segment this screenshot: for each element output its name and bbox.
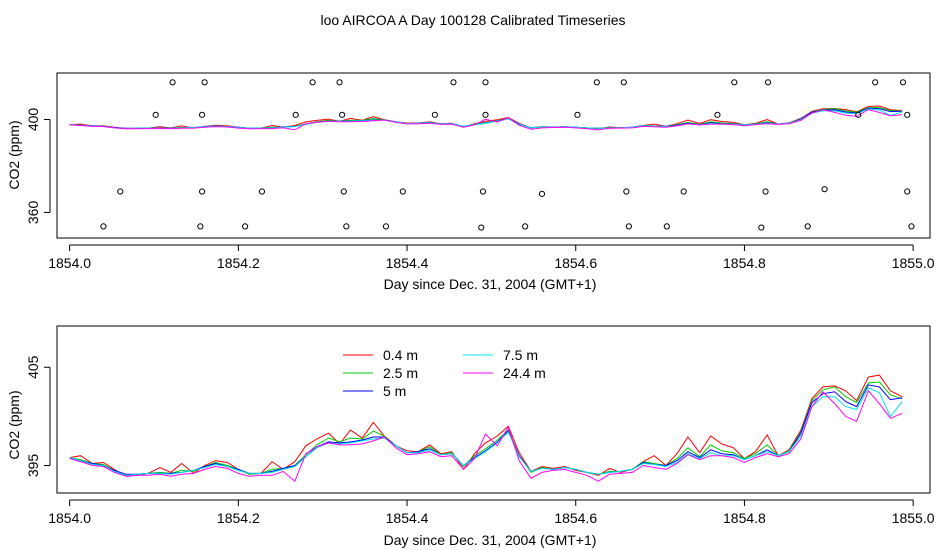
scatter-point (625, 223, 632, 230)
legend: 0.4 m 2.5 m 5 m 7.5 m 24.4 m (343, 347, 546, 399)
panel-bottom: 1854.0 1854.2 1854.4 1854.6 1854.8 1855.0 395… (6, 325, 935, 548)
legend-label: 7.5 m (503, 347, 538, 363)
scatter-point (855, 111, 862, 118)
scatter-point (908, 223, 915, 230)
x-axis-label-bottom: Day since Dec. 31, 2004 (GMT+1) (384, 532, 597, 548)
scatter-point (764, 79, 772, 86)
bottom-series-5-m (69, 384, 903, 475)
y-axis-label-top: CO2 (ppm) (6, 120, 22, 189)
scatter-point (663, 223, 670, 230)
scatter-point (336, 79, 343, 86)
bottom-x-tick-label: 1854.6 (554, 510, 597, 526)
top-series-5-m (69, 107, 903, 129)
scatter-point (762, 188, 769, 195)
top-y-tick-label: 360 (25, 201, 41, 225)
scatter-point (482, 79, 489, 86)
scatter-point (731, 79, 738, 86)
scatter-point (593, 79, 600, 86)
legend-label: 0.4 m (383, 347, 418, 363)
scatter-point (241, 223, 249, 230)
scatter-points-top (100, 79, 915, 231)
scatter-point (804, 223, 811, 230)
scatter-point (714, 111, 721, 118)
scatter-point (904, 188, 911, 195)
scatter-point (201, 79, 208, 86)
top-series-2-5-m (69, 107, 903, 130)
scatter-point (538, 190, 546, 197)
y-axis-top: 360 400 (25, 108, 51, 225)
scatter-point (340, 188, 347, 195)
scatter-point (100, 223, 107, 230)
scatter-point (198, 188, 206, 195)
bottom-y-tick-label: 395 (25, 454, 41, 478)
x-axis-label-top: Day since Dec. 31, 2004 (GMT+1) (384, 276, 597, 292)
x-axis-bottom: 1854.0 1854.2 1854.4 1854.6 1854.8 1855.0 (48, 499, 935, 526)
scatter-point (198, 111, 206, 118)
top-x-tick-label: 1854.2 (217, 255, 260, 271)
scatter-point (479, 188, 487, 195)
bottom-y-tick-label: 405 (25, 355, 41, 379)
bottom-x-tick-label: 1854.2 (217, 510, 260, 526)
scatter-point (899, 79, 907, 86)
top-x-tick-label: 1854.6 (554, 255, 597, 271)
legend-label: 5 m (383, 383, 406, 399)
top-x-tick-label: 1855.0 (892, 255, 935, 271)
legend-label: 2.5 m (383, 365, 418, 381)
plot-frame-bottom (56, 325, 931, 494)
scatter-point (292, 111, 299, 118)
bottom-x-tick-label: 1854.0 (48, 510, 91, 526)
scatter-point (382, 223, 390, 230)
legend-label: 24.4 m (503, 365, 546, 381)
top-series-24-4-m (69, 109, 903, 131)
scatter-point (758, 224, 765, 231)
top-x-tick-label: 1854.4 (386, 255, 429, 271)
scatter-point (431, 111, 438, 118)
scatter-point (574, 111, 581, 118)
bottom-series-24-4-m (69, 389, 903, 483)
scatter-point (680, 188, 687, 195)
scatter-point (478, 224, 485, 231)
scatter-point (117, 188, 124, 195)
top-x-tick-label: 1854.8 (723, 255, 766, 271)
scatter-point (872, 79, 879, 86)
y-axis-bottom: 395 405 (25, 355, 51, 478)
scatter-point (522, 223, 529, 230)
series-lines-top (69, 105, 903, 131)
bottom-series-7-5-m (69, 387, 903, 476)
scatter-point (197, 223, 204, 230)
scatter-point (482, 111, 489, 118)
chart-title: loo AIRCOA A Day 100128 Calibrated Times… (320, 12, 625, 28)
panel-top: 1854.0 1854.2 1854.4 1854.6 1854.8 1855.0 360… (6, 72, 935, 292)
scatter-point (152, 111, 159, 118)
scatter-point (338, 111, 346, 118)
series-lines-bottom (69, 374, 903, 483)
scatter-point (343, 223, 350, 230)
bottom-x-tick-label: 1854.8 (723, 510, 766, 526)
scatter-point (623, 188, 630, 195)
scatter-point (258, 188, 266, 195)
top-x-tick-label: 1854.0 (48, 255, 91, 271)
scatter-point (821, 186, 828, 193)
bottom-x-tick-label: 1854.4 (386, 510, 429, 526)
scatter-point (309, 79, 316, 86)
scatter-point (399, 188, 406, 195)
bottom-series-0-4-m (69, 374, 903, 477)
bottom-series-2-5-m (69, 381, 903, 476)
x-axis-top: 1854.0 1854.2 1854.4 1854.6 1854.8 1855.0 (48, 244, 935, 271)
bottom-x-tick-label: 1855.0 (892, 510, 935, 526)
y-axis-label-bottom: CO2 (ppm) (6, 390, 22, 459)
scatter-point (450, 79, 457, 86)
scatter-point (620, 79, 627, 86)
plot-frame-top (56, 72, 931, 239)
scatter-point (169, 79, 176, 86)
top-y-tick-label: 400 (25, 108, 41, 132)
scatter-point (904, 111, 911, 118)
